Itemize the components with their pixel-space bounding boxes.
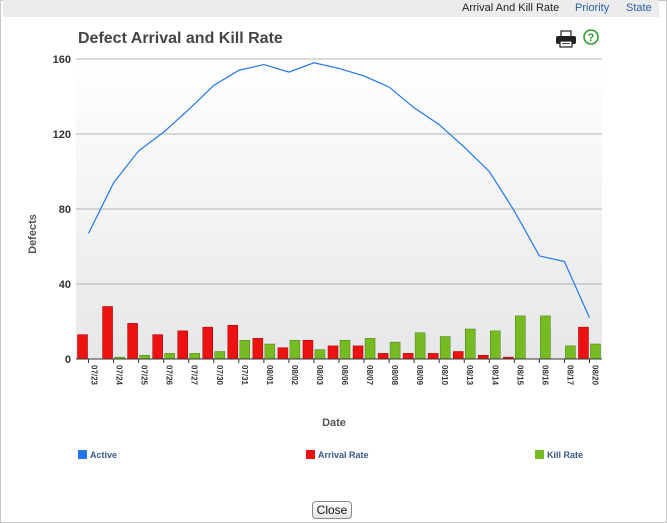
chart: 0 40 80 120 160 07/23 07/24 07/25 07/26 07/27 07/3…: [27, 54, 602, 429]
bar-arrival-rate[interactable]: [252, 338, 264, 360]
tab-arrival-and-kill-rate[interactable]: Arrival And Kill Rate: [462, 2, 560, 14]
x-tick-label: 08/10: [440, 365, 449, 386]
bar-kill-rate[interactable]: [189, 353, 200, 360]
legend-item-kill-rate: Kill Rate: [535, 450, 583, 460]
bar-kill-rate[interactable]: [214, 351, 226, 360]
bar-arrival-rate[interactable]: [578, 326, 589, 360]
bar-kill-rate[interactable]: [439, 336, 451, 360]
legend-swatch-kill-rate: [535, 450, 544, 459]
bar-arrival-rate[interactable]: [377, 353, 389, 360]
bar-arrival-rate[interactable]: [352, 345, 364, 360]
y-tick-label: 160: [53, 54, 71, 66]
printer-icon[interactable]: [555, 30, 577, 48]
x-tick-label: 07/27: [190, 365, 199, 386]
bar-kill-rate[interactable]: [264, 343, 276, 360]
x-tick-label: 07/30: [215, 365, 224, 386]
x-tick-label: 07/23: [90, 365, 99, 386]
bar-kill-rate[interactable]: [590, 343, 601, 360]
tab-priority[interactable]: Priority: [575, 2, 610, 14]
y-tick-label: 0: [65, 354, 71, 366]
bar-arrival-rate[interactable]: [152, 334, 163, 360]
bar-kill-rate[interactable]: [364, 338, 376, 360]
bar-kill-rate[interactable]: [389, 341, 401, 360]
bar-kill-rate[interactable]: [314, 349, 326, 360]
bar-arrival-rate[interactable]: [177, 330, 188, 360]
x-tick-label: 08/07: [365, 365, 374, 386]
x-tick-label: 07/31: [240, 365, 249, 386]
bar-arrival-rate[interactable]: [478, 355, 489, 360]
bar-kill-rate[interactable]: [289, 340, 301, 360]
bar-kill-rate[interactable]: [164, 353, 175, 360]
close-button[interactable]: Close: [312, 501, 352, 519]
legend-swatch-active: [78, 450, 87, 459]
bar-arrival-rate[interactable]: [302, 340, 314, 360]
bar-arrival-rate[interactable]: [452, 351, 464, 360]
x-tick-label: 08/03: [315, 365, 324, 386]
line-active[interactable]: [87, 62, 591, 319]
tab-bar: Arrival And Kill Rate Priority State: [3, 0, 659, 17]
x-tick-label: 08/15: [515, 365, 524, 386]
x-tick-label: 08/08: [390, 365, 399, 386]
bar-arrival-rate[interactable]: [127, 323, 138, 360]
legend-item-arrival-rate: Arrival Rate: [306, 450, 369, 460]
bar-arrival-rate[interactable]: [427, 353, 439, 360]
bar-arrival-rate[interactable]: [277, 347, 289, 360]
x-tick-label: 07/26: [165, 365, 174, 386]
x-tick-label: 08/06: [340, 365, 349, 386]
y-tick-label: 80: [59, 204, 71, 216]
bar-kill-rate[interactable]: [565, 345, 576, 360]
x-tick-label: 07/25: [140, 365, 149, 386]
legend-label-kill-rate: Kill Rate: [547, 450, 584, 460]
x-tick-label: 08/20: [590, 365, 599, 386]
legend-swatch-arrival-rate: [306, 450, 315, 459]
x-tick-label: 08/14: [490, 365, 499, 386]
y-axis-label: Defects: [27, 214, 39, 254]
x-tick-label: 07/24: [115, 365, 124, 386]
x-tick-label: 08/02: [290, 365, 299, 386]
chart-title: Defect Arrival and Kill Rate: [78, 30, 283, 47]
x-tick-label: 08/09: [415, 365, 424, 386]
bar-arrival-rate[interactable]: [77, 334, 88, 360]
x-tick-label: 08/16: [540, 365, 549, 386]
x-axis-label: Date: [322, 417, 346, 429]
bar-kill-rate[interactable]: [464, 328, 476, 360]
y-tick-label: 120: [53, 129, 71, 141]
bar-kill-rate[interactable]: [239, 340, 251, 360]
legend-item-active: Active: [78, 450, 117, 460]
bar-kill-rate[interactable]: [339, 340, 351, 360]
bar-kill-rate[interactable]: [490, 330, 501, 360]
bar-kill-rate[interactable]: [540, 315, 551, 360]
bar-arrival-rate[interactable]: [327, 345, 339, 360]
bar-kill-rate[interactable]: [139, 355, 150, 360]
bar-arrival-rate[interactable]: [102, 306, 113, 360]
x-tick-label: 08/01: [265, 365, 274, 386]
x-tick-label: 08/17: [565, 365, 574, 386]
bar-kill-rate[interactable]: [414, 332, 426, 360]
bar-arrival-rate[interactable]: [402, 353, 414, 360]
bar-arrival-rate[interactable]: [202, 326, 214, 360]
y-tick-label: 40: [59, 279, 71, 291]
legend-label-arrival-rate: Arrival Rate: [318, 450, 369, 460]
bar-arrival-rate[interactable]: [227, 325, 239, 360]
tab-state[interactable]: State: [626, 2, 652, 14]
x-tick-label: 08/13: [465, 365, 474, 386]
bar-kill-rate[interactable]: [515, 315, 526, 360]
help-icon[interactable]: ?: [583, 29, 599, 45]
svg-text:?: ?: [588, 32, 595, 44]
legend-label-active: Active: [90, 450, 118, 460]
